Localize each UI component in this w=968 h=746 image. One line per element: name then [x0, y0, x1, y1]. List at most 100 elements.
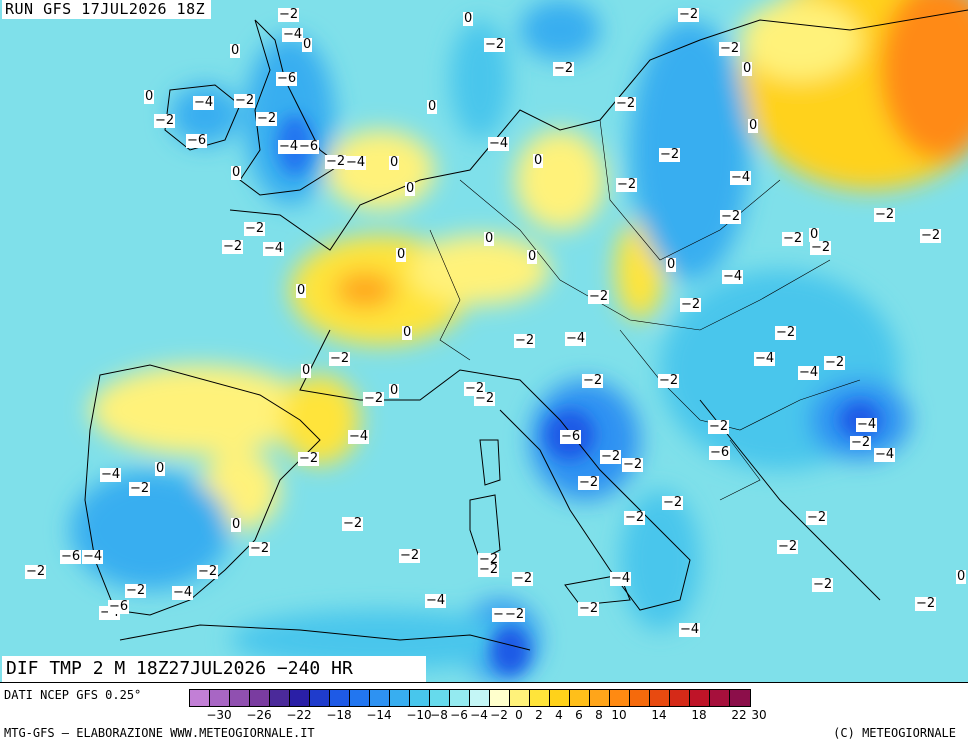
color-swatch — [470, 690, 490, 706]
color-scale-tick: 14 — [651, 708, 667, 722]
map-value-label: −6 — [276, 71, 298, 86]
map-value-label: −2 — [616, 177, 638, 192]
color-swatch — [270, 690, 290, 706]
color-scale-tick: −18 — [326, 708, 352, 722]
map-value-label: −2 — [125, 583, 147, 598]
color-swatch — [610, 690, 630, 706]
map-value-label: −2 — [578, 475, 600, 490]
map-value-label: −2 — [658, 373, 680, 388]
map-value-label: −2 — [622, 457, 644, 472]
legend-area: DATI NCEP GFS 0.25° −30 −26 −22 −18 −14 −10 −8… — [0, 682, 968, 746]
map-value-label: −2 — [775, 325, 797, 340]
map-value-label: −2 — [582, 373, 604, 388]
map-value-label: 0 — [484, 231, 495, 246]
color-swatch — [650, 690, 670, 706]
map-value-label: 0 — [389, 155, 400, 170]
color-swatch — [410, 690, 430, 706]
map-value-label: 0 — [231, 165, 242, 180]
map-value-label: −2 — [325, 154, 347, 169]
map-value-label: −2 — [680, 297, 702, 312]
color-swatch — [730, 690, 750, 706]
color-scale-tick: −10 — [406, 708, 432, 722]
color-swatch — [510, 690, 530, 706]
map-value-label: −2 — [824, 355, 846, 370]
map-value-label: −2 — [810, 240, 832, 255]
map-value-label: −4 — [282, 27, 304, 42]
map-value-label: −2 — [812, 577, 834, 592]
color-scale-tick: −26 — [246, 708, 272, 722]
map-value-label: −4 — [348, 429, 370, 444]
map-value-label: 0 — [389, 383, 400, 398]
map-value-label: 0 — [302, 37, 313, 52]
map-value-label: −4 — [798, 365, 820, 380]
color-scale-tick: 22 — [731, 708, 747, 722]
map-value-label: 0 — [427, 99, 438, 114]
map-value-label: −6 — [298, 139, 320, 154]
map-value-label: −2 — [222, 239, 244, 254]
map-value-label: 0 — [748, 118, 759, 133]
map-value-label: −2 — [578, 601, 600, 616]
map-value-label: 0 — [405, 181, 416, 196]
map-value-label: −2 — [806, 510, 828, 525]
map-value-label: −2 — [256, 111, 278, 126]
map-value-label: −2 — [484, 37, 506, 52]
color-swatch — [690, 690, 710, 706]
color-swatch — [590, 690, 610, 706]
color-scale-tick: 10 — [611, 708, 627, 722]
map-value-label: −4 — [722, 269, 744, 284]
map-value-label: −6 — [560, 429, 582, 444]
map-value-label: −2 — [719, 41, 741, 56]
map-value-label: −2 — [720, 209, 742, 224]
map-value-label: −6 — [108, 599, 130, 614]
map-value-label: −4 — [565, 331, 587, 346]
map-value-label: −2 — [624, 510, 646, 525]
map-value-label: −4 — [345, 155, 367, 170]
map-value-label: −2 — [478, 562, 500, 577]
map-value-label: −6 — [60, 549, 82, 564]
map-value-label: 0 — [396, 247, 407, 262]
map-value-label: −6 — [709, 445, 731, 460]
map-value-label: −2 — [474, 391, 496, 406]
map-value-label: −2 — [244, 221, 266, 236]
map-value-label: −2 — [850, 435, 872, 450]
map-value-label: −4 — [730, 170, 752, 185]
map-value-label: −2 — [782, 231, 804, 246]
map-value-label: 0 — [666, 257, 677, 272]
color-swatch — [250, 690, 270, 706]
color-scale-tick: −14 — [366, 708, 392, 722]
map-value-label: −2 — [249, 541, 271, 556]
temperature-difference-map: RUN GFS 17JUL2026 18Z −2 0 −2 −4 0 0 −2 −2 −2 0 −4… — [0, 0, 968, 682]
map-value-label: 0 — [296, 283, 307, 298]
map-value-label: −2 — [278, 7, 300, 22]
map-value-label: 0 — [155, 461, 166, 476]
map-value-label: −4 — [425, 593, 447, 608]
map-value-label: 0 — [527, 249, 538, 264]
map-value-label: −2 — [600, 449, 622, 464]
map-value-label: −2 — [154, 113, 176, 128]
map-value-label: −4 — [263, 241, 285, 256]
map-value-label: 0 — [809, 227, 820, 242]
color-swatch — [330, 690, 350, 706]
credits-text: MTG-GFS – ELABORAZIONE WWW.METEOGIORNALE… — [4, 726, 315, 740]
color-swatch — [450, 690, 470, 706]
color-scale-tick: 4 — [555, 708, 563, 722]
map-value-label: −4 — [874, 447, 896, 462]
map-value-label: −2 — [342, 516, 364, 531]
map-value-label: −4 — [278, 139, 300, 154]
map-value-label: −4 — [82, 549, 104, 564]
map-value-label: −4 — [679, 622, 701, 637]
map-value-label: −4 — [856, 417, 878, 432]
map-value-label: −2 — [678, 7, 700, 22]
map-value-label: −2 — [234, 93, 256, 108]
map-value-label: −2 — [920, 228, 942, 243]
map-value-label: −2 — [298, 451, 320, 466]
color-swatch — [390, 690, 410, 706]
color-scale-tick: −2 — [490, 708, 508, 722]
run-label: RUN GFS 17JUL2026 18Z — [2, 0, 212, 19]
color-swatch — [630, 690, 650, 706]
map-value-label: −2 — [874, 207, 896, 222]
map-value-label: 0 — [231, 517, 242, 532]
color-scale-ticks: −30 −26 −22 −18 −14 −10 −8 −6 −4 −2 0 2 4 6 8 10 14 18 22 3… — [189, 708, 968, 724]
color-swatch — [190, 690, 210, 706]
